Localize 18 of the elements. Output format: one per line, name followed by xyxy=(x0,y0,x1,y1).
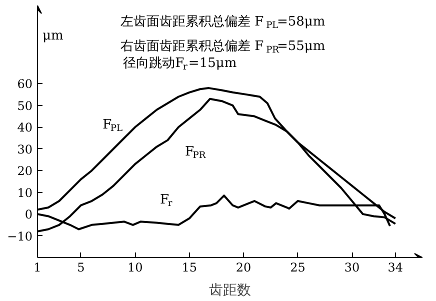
y-tick-label: 10 xyxy=(17,186,33,200)
y-tick-label: 60 xyxy=(17,77,33,92)
y-tick-label: 20 xyxy=(17,164,33,178)
y-axis-title: μm xyxy=(42,28,64,44)
y-tick-label: 50 xyxy=(17,98,33,113)
x-tick-label: 15 xyxy=(182,260,197,274)
x-tick-label: 1 xyxy=(34,260,42,274)
x-tick-label: 10 xyxy=(127,260,143,274)
x-tick-label: 30 xyxy=(344,260,360,274)
y-tick-label: 30 xyxy=(17,142,33,156)
y-tick-label: −10 xyxy=(7,229,33,244)
x-tick-label: 5 xyxy=(77,260,85,274)
x-tick-label: 20 xyxy=(236,260,252,274)
x-tick-label: 25 xyxy=(290,260,306,274)
x-axis-title: 齿距数 xyxy=(209,282,251,298)
y-tick-label: 40 xyxy=(17,120,33,135)
y-tick-label: 0 xyxy=(24,208,33,222)
x-tick-label: 34 xyxy=(388,260,404,274)
